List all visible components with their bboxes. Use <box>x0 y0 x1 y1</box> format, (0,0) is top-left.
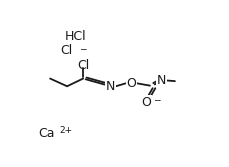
Text: O: O <box>126 76 136 90</box>
Text: 2+: 2+ <box>59 126 72 135</box>
Text: −: − <box>78 44 86 53</box>
Text: O: O <box>141 96 151 109</box>
Text: Cl: Cl <box>77 59 89 71</box>
Text: Cl: Cl <box>60 44 72 57</box>
Text: HCl: HCl <box>64 30 86 43</box>
Text: N: N <box>106 80 115 93</box>
Text: Ca: Ca <box>38 127 55 140</box>
Text: −: − <box>153 96 160 105</box>
Text: N: N <box>156 74 166 87</box>
